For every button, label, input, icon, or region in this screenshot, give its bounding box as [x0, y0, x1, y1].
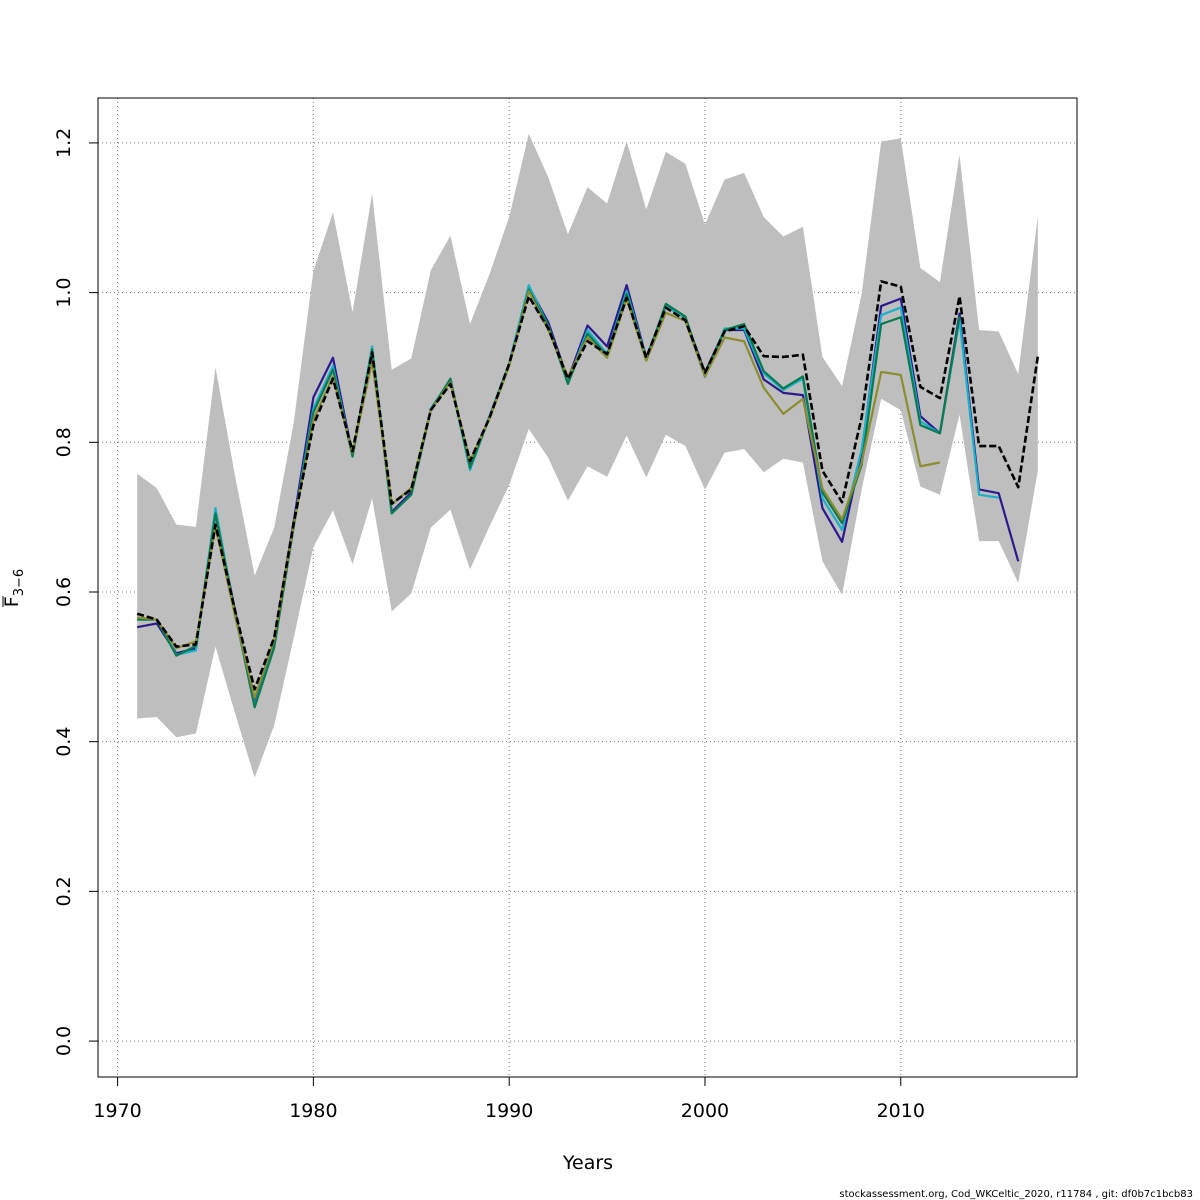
- x-tick-label: 2010: [877, 1100, 925, 1122]
- y-axis: 0.0 0.2 0.4 0.6 0.8 1.0 1.2: [53, 128, 98, 1056]
- y-tick-label: 1.0: [53, 277, 75, 307]
- series-line-run-base-dashed: [136, 280, 1040, 691]
- svg-text:F3−6: F3−6: [1, 569, 27, 607]
- confidence-band: [137, 133, 1038, 778]
- x-tick-label: 1990: [485, 1100, 533, 1122]
- y-tick-label: 1.2: [53, 128, 75, 158]
- y-tick-label: 0.4: [53, 727, 75, 757]
- x-tick-label: 2000: [681, 1100, 729, 1122]
- y-tick-label: 0.2: [53, 876, 75, 906]
- footer-credit: stockassessment.org, Cod_WKCeltic_2020, …: [839, 1189, 1193, 1200]
- confidence-band-layer: [137, 133, 1038, 778]
- y-tick-label: 0.0: [53, 1026, 75, 1056]
- y-axis-title: F3−6: [1, 569, 27, 607]
- y-tick-label: 0.8: [53, 427, 75, 457]
- series-layer: [136, 280, 1040, 709]
- y-axis-title-main: F: [1, 596, 23, 607]
- y-axis-title-subscript: 3−6: [12, 569, 27, 596]
- x-tick-label: 1980: [289, 1100, 337, 1122]
- y-tick-label: 0.6: [53, 577, 75, 607]
- x-axis-title: Years: [562, 1152, 613, 1174]
- x-tick-label: 1970: [93, 1100, 141, 1122]
- x-axis: 1970 1980 1990 2000 2010: [93, 1076, 925, 1122]
